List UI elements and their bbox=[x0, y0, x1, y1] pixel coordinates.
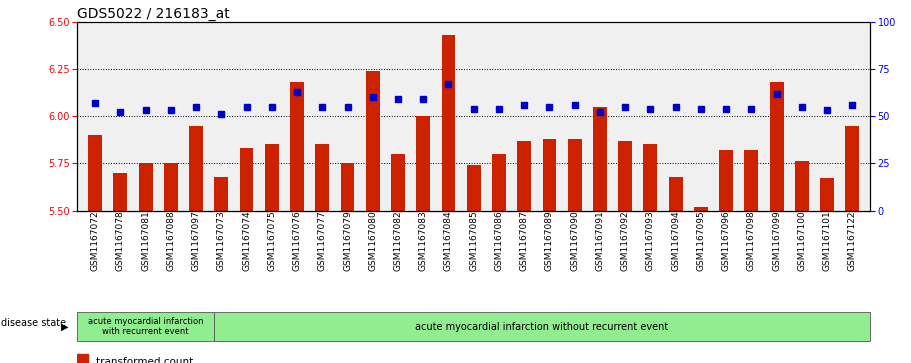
Text: GSM1167073: GSM1167073 bbox=[217, 211, 226, 271]
Bar bbox=[517, 141, 531, 211]
Text: GSM1167099: GSM1167099 bbox=[773, 211, 781, 271]
Bar bbox=[543, 139, 557, 211]
Bar bbox=[290, 82, 304, 211]
Bar bbox=[265, 144, 279, 211]
Bar bbox=[845, 126, 859, 211]
Bar bbox=[214, 176, 229, 211]
Bar bbox=[138, 163, 152, 211]
Text: GSM1167092: GSM1167092 bbox=[620, 211, 630, 271]
Bar bbox=[315, 144, 329, 211]
Bar bbox=[643, 144, 658, 211]
Text: acute myocardial infarction
with recurrent event: acute myocardial infarction with recurre… bbox=[87, 317, 203, 337]
Bar bbox=[164, 163, 178, 211]
Text: GSM1167089: GSM1167089 bbox=[545, 211, 554, 271]
Text: GSM1167080: GSM1167080 bbox=[368, 211, 377, 271]
Text: GDS5022 / 216183_at: GDS5022 / 216183_at bbox=[77, 7, 230, 21]
Bar bbox=[466, 165, 481, 211]
Text: GSM1167074: GSM1167074 bbox=[242, 211, 251, 271]
Bar bbox=[113, 173, 128, 211]
Text: GSM1167078: GSM1167078 bbox=[116, 211, 125, 271]
Bar bbox=[240, 148, 253, 211]
Text: GSM1167084: GSM1167084 bbox=[444, 211, 453, 271]
Text: GSM1167083: GSM1167083 bbox=[419, 211, 428, 271]
Bar bbox=[189, 126, 203, 211]
Bar bbox=[442, 35, 456, 211]
Text: GSM1167081: GSM1167081 bbox=[141, 211, 150, 271]
Bar bbox=[719, 150, 733, 211]
Bar bbox=[694, 207, 708, 211]
Text: GSM1167082: GSM1167082 bbox=[394, 211, 403, 271]
Bar bbox=[214, 312, 870, 341]
Bar bbox=[492, 154, 506, 211]
Text: GSM1167077: GSM1167077 bbox=[318, 211, 327, 271]
Text: GSM1167085: GSM1167085 bbox=[469, 211, 478, 271]
Bar bbox=[669, 176, 682, 211]
Bar bbox=[366, 71, 380, 211]
Text: GSM1167097: GSM1167097 bbox=[191, 211, 200, 271]
Bar bbox=[391, 154, 404, 211]
Bar bbox=[795, 162, 809, 211]
Bar bbox=[77, 354, 88, 363]
Bar bbox=[88, 135, 102, 211]
Text: GSM1167087: GSM1167087 bbox=[519, 211, 528, 271]
Bar bbox=[820, 179, 834, 211]
Text: GSM1167075: GSM1167075 bbox=[267, 211, 276, 271]
Bar bbox=[770, 82, 783, 211]
Text: GSM1167095: GSM1167095 bbox=[696, 211, 705, 271]
Text: GSM1167088: GSM1167088 bbox=[167, 211, 175, 271]
Text: GSM1167094: GSM1167094 bbox=[671, 211, 681, 271]
Text: GSM1167072: GSM1167072 bbox=[90, 211, 99, 271]
Text: ▶: ▶ bbox=[61, 322, 68, 332]
Text: GSM1167101: GSM1167101 bbox=[823, 211, 832, 271]
Text: GSM1167093: GSM1167093 bbox=[646, 211, 655, 271]
Text: GSM1167079: GSM1167079 bbox=[343, 211, 352, 271]
Bar bbox=[341, 163, 354, 211]
Text: GSM1167090: GSM1167090 bbox=[570, 211, 579, 271]
Bar bbox=[77, 312, 214, 341]
Bar bbox=[593, 107, 607, 211]
Text: GSM1167091: GSM1167091 bbox=[596, 211, 604, 271]
Text: disease state: disease state bbox=[1, 318, 66, 328]
Text: GSM1167086: GSM1167086 bbox=[495, 211, 504, 271]
Text: GSM1167100: GSM1167100 bbox=[797, 211, 806, 271]
Bar bbox=[416, 116, 430, 211]
Text: acute myocardial infarction without recurrent event: acute myocardial infarction without recu… bbox=[415, 322, 669, 332]
Text: GSM1167122: GSM1167122 bbox=[848, 211, 857, 271]
Text: GSM1167076: GSM1167076 bbox=[292, 211, 302, 271]
Bar bbox=[568, 139, 581, 211]
Text: GSM1167098: GSM1167098 bbox=[747, 211, 756, 271]
Text: GSM1167096: GSM1167096 bbox=[722, 211, 731, 271]
Bar bbox=[744, 150, 758, 211]
Text: transformed count: transformed count bbox=[96, 357, 193, 363]
Bar bbox=[619, 141, 632, 211]
